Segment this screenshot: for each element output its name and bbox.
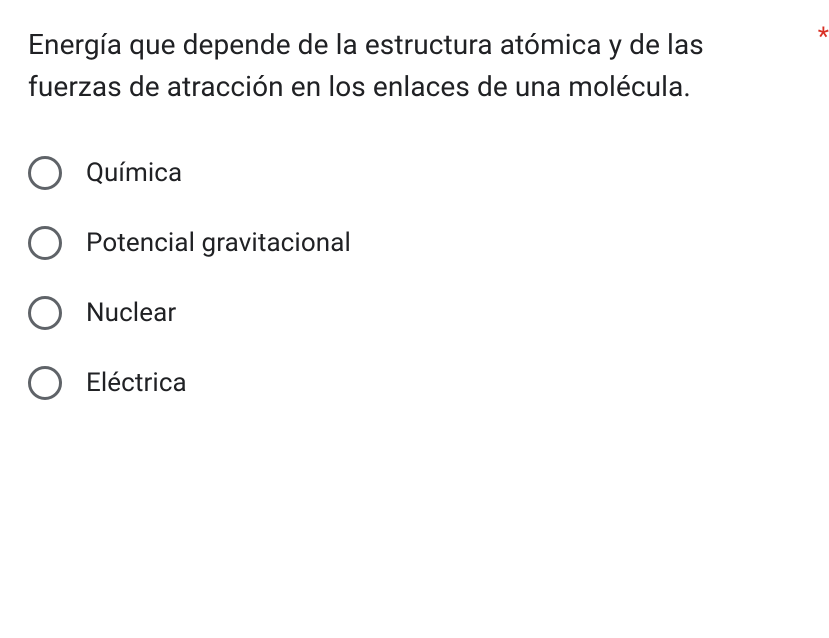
option-label: Nuclear (86, 298, 176, 328)
radio-button-icon[interactable] (28, 296, 62, 330)
option-label: Química (86, 158, 182, 188)
option-row[interactable]: Química (28, 156, 801, 190)
question-text: Energía que depende de la estructura ató… (28, 24, 801, 108)
option-row[interactable]: Nuclear (28, 296, 801, 330)
required-asterisk: * (818, 24, 829, 50)
radio-button-icon[interactable] (28, 226, 62, 260)
option-row[interactable]: Eléctrica (28, 366, 801, 400)
radio-button-icon[interactable] (28, 366, 62, 400)
radio-button-icon[interactable] (28, 156, 62, 190)
option-row[interactable]: Potencial gravitacional (28, 226, 801, 260)
options-list: Química Potencial gravitacional Nuclear … (28, 156, 801, 400)
option-label: Eléctrica (86, 368, 187, 398)
option-label: Potencial gravitacional (86, 228, 351, 258)
